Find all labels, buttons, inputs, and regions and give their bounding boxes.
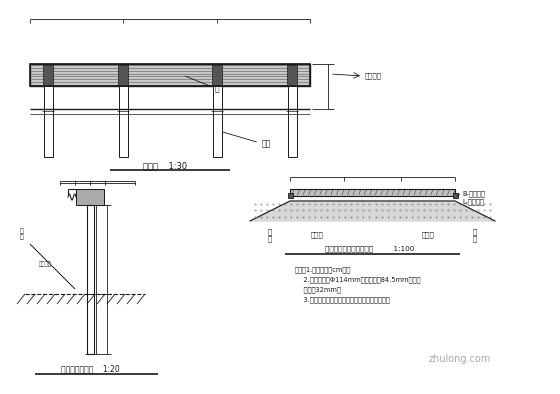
Bar [213,86,222,157]
Text: 立面图    1:30: 立面图 1:30 [143,162,187,171]
Bar [30,64,310,86]
Bar [44,86,53,157]
Bar [287,65,297,85]
Bar [290,189,455,196]
Text: 路
肩: 路 肩 [268,228,272,242]
Text: 路侧护栏大样图    1:20: 路侧护栏大样图 1:20 [60,364,119,374]
Bar [212,65,222,85]
Text: 钉板厘32mm。: 钉板厘32mm。 [295,286,341,293]
Text: 立柱: 立柱 [262,139,271,149]
Bar [453,193,458,198]
Text: zhulong.com: zhulong.com [429,354,491,364]
Text: B-路肩宽度: B-路肩宽度 [462,191,485,197]
Text: 路
肩: 路 肩 [473,228,477,242]
Bar [87,205,94,354]
Bar [290,189,455,196]
Bar [118,65,128,85]
Text: 标准断面护栏安设位置图         1:100: 标准断面护栏安设位置图 1:100 [325,246,415,252]
Text: 3.本图适用于土路路基安设钉板式护栏的情况。: 3.本图适用于土路路基安设钉板式护栏的情况。 [295,296,390,303]
Polygon shape [250,201,495,221]
Bar [76,189,104,205]
Text: L-路基宽度: L-路基宽度 [462,199,484,205]
Text: 板: 板 [215,84,220,93]
Text: 路肩标宽: 路肩标宽 [365,73,382,79]
Text: 护坡底线: 护坡底线 [39,261,52,267]
Text: 说明：1.本图尺寸以cm计。: 说明：1.本图尺寸以cm计。 [295,266,351,273]
Text: 行车道: 行车道 [421,232,434,238]
Text: 行车道: 行车道 [311,232,324,238]
Bar [43,65,53,85]
Bar [119,86,128,157]
Bar [288,86,297,157]
Bar [30,64,310,86]
Bar [288,193,293,198]
Text: 2.立柱直径为Φ114mm，立柱壁厔84.5mm，波形: 2.立柱直径为Φ114mm，立柱壁厔84.5mm，波形 [295,276,421,282]
Text: 护
坡: 护 坡 [20,228,24,240]
